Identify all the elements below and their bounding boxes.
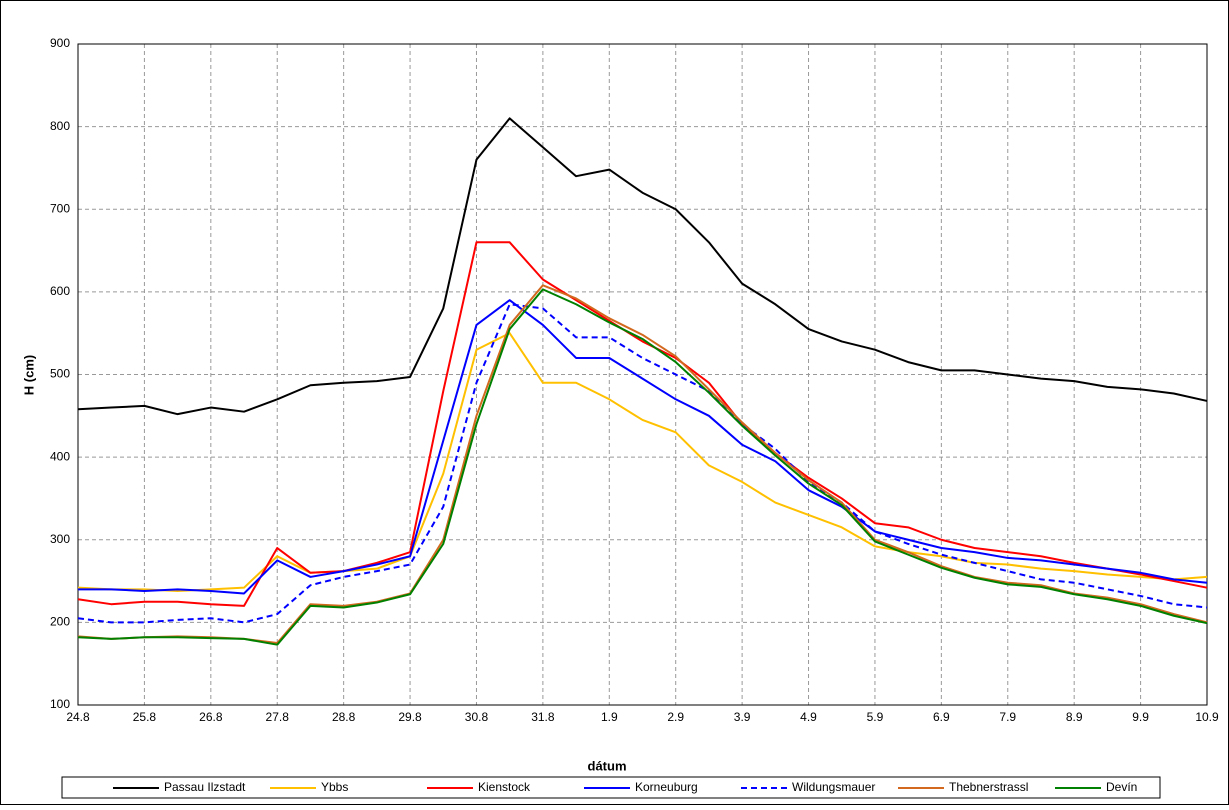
x-tick-label: 25.8 xyxy=(133,710,157,724)
x-tick-label: 2.9 xyxy=(667,710,684,724)
x-tick-label: 6.9 xyxy=(933,710,950,724)
x-tick-label: 27.8 xyxy=(266,710,290,724)
legend-label: Ybbs xyxy=(321,780,348,794)
y-tick-label: 900 xyxy=(50,36,70,50)
x-axis-label: dátum xyxy=(588,758,627,773)
legend-label: Wildungsmauer xyxy=(792,780,875,794)
series-line xyxy=(77,117,1208,416)
x-tick-label: 9.9 xyxy=(1132,710,1149,724)
y-tick-label: 500 xyxy=(50,367,70,381)
series-line xyxy=(77,288,1208,646)
y-tick-label: 300 xyxy=(50,532,70,546)
x-tick-label: 1.9 xyxy=(601,710,618,724)
legend-label: Passau Ilzstadt xyxy=(164,780,246,794)
series-line xyxy=(77,284,1208,645)
x-tick-label: 30.8 xyxy=(465,710,489,724)
x-tick-label: 4.9 xyxy=(800,710,817,724)
x-tick-label: 10.9 xyxy=(1195,710,1219,724)
y-tick-label: 600 xyxy=(50,284,70,298)
x-tick-label: 3.9 xyxy=(734,710,751,724)
series-line xyxy=(78,299,1208,595)
y-axis-label: H (cm) xyxy=(21,355,36,395)
y-tick-label: 100 xyxy=(50,697,70,711)
x-tick-label: 24.8 xyxy=(66,710,90,724)
x-tick-label: 5.9 xyxy=(867,710,884,724)
legend-label: Devín xyxy=(1106,780,1137,794)
legend-label: Korneuburg xyxy=(635,780,698,794)
legend-label: Kienstock xyxy=(478,780,531,794)
x-tick-label: 31.8 xyxy=(531,710,555,724)
legend-label: Thebnerstrassl xyxy=(949,780,1028,794)
y-tick-label: 400 xyxy=(50,449,70,463)
x-tick-label: 28.8 xyxy=(332,710,356,724)
y-tick-label: 200 xyxy=(50,615,70,629)
plot-area xyxy=(77,43,1208,706)
x-tick-label: 26.8 xyxy=(199,710,223,724)
x-tick-label: 8.9 xyxy=(1066,710,1083,724)
x-tick-label: 7.9 xyxy=(999,710,1016,724)
y-tick-label: 800 xyxy=(50,119,70,133)
y-tick-label: 700 xyxy=(50,201,70,215)
x-tick-label: 29.8 xyxy=(398,710,422,724)
series-line xyxy=(77,241,1208,607)
